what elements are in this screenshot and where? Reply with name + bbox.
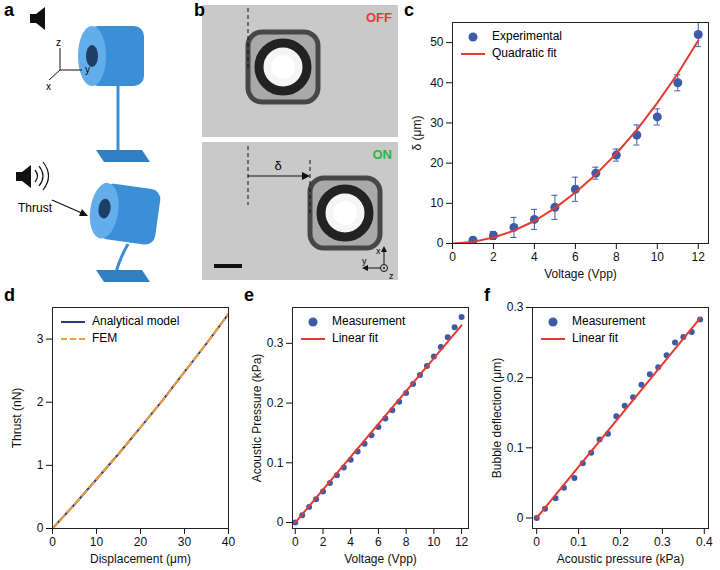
html-text:Analytical model: Analytical model — [92, 314, 180, 328]
svg-text:40: 40 — [222, 535, 236, 549]
svg-text:x: x — [46, 81, 51, 92]
html-text:Measurement: Measurement — [572, 314, 646, 328]
svg-text:0.4: 0.4 — [696, 535, 713, 549]
svg-text:1: 1 — [37, 458, 44, 472]
svg-text:2: 2 — [320, 535, 327, 549]
svg-text:z: z — [389, 271, 394, 281]
svg-text:0.2: 0.2 — [507, 370, 524, 384]
svg-text:12: 12 — [455, 535, 469, 549]
html-text:Quadratic fit: Quadratic fit — [492, 46, 557, 60]
svg-text:50: 50 — [430, 35, 444, 49]
html-text:Linear fit: Linear fit — [332, 331, 378, 345]
svg-text:10: 10 — [430, 196, 444, 210]
html-text:Linear fit: Linear fit — [572, 331, 618, 345]
svg-text:Voltage (Vpp): Voltage (Vpp) — [544, 267, 617, 281]
svg-text:Acoustic Pressure (kPa): Acoustic Pressure (kPa) — [250, 354, 264, 483]
svg-text:10: 10 — [90, 535, 104, 549]
html-text:c: c — [404, 0, 414, 20]
svg-text:30: 30 — [430, 116, 444, 130]
svg-text:0: 0 — [449, 250, 456, 264]
svg-text:x: x — [376, 246, 381, 256]
svg-text:Thrust (nN): Thrust (nN) — [10, 388, 24, 449]
svg-text:2: 2 — [37, 395, 44, 409]
html-text:d: d — [4, 285, 15, 305]
svg-text:y: y — [85, 64, 90, 75]
svg-text:0: 0 — [517, 511, 524, 525]
html-text:a: a — [4, 0, 14, 20]
svg-text:2: 2 — [490, 250, 497, 264]
svg-text:Thrust: Thrust — [18, 201, 53, 215]
html-text:e: e — [244, 285, 254, 305]
svg-text:10: 10 — [427, 535, 441, 549]
html-text:f: f — [484, 285, 490, 305]
svg-text:0.3: 0.3 — [654, 535, 671, 549]
svg-text:0.3: 0.3 — [507, 300, 524, 314]
svg-text:4: 4 — [531, 250, 538, 264]
svg-text:12: 12 — [692, 250, 706, 264]
html-text:Experimental: Experimental — [492, 29, 562, 43]
svg-text:0.3: 0.3 — [267, 336, 284, 350]
svg-text:Voltage (Vpp): Voltage (Vpp) — [344, 552, 417, 566]
svg-text:20: 20 — [430, 156, 444, 170]
html-text:FEM: FEM — [92, 331, 118, 345]
svg-text:Bubble deflection (μm): Bubble deflection (μm) — [490, 358, 504, 478]
svg-text:0.1: 0.1 — [507, 441, 524, 455]
html-text:b: b — [194, 0, 205, 20]
html-text:Measurement: Measurement — [332, 314, 406, 328]
svg-text:0.2: 0.2 — [267, 396, 284, 410]
svg-text:0: 0 — [37, 521, 44, 535]
svg-text:Acoustic pressure (kPa): Acoustic pressure (kPa) — [557, 552, 684, 566]
svg-text:10: 10 — [651, 250, 665, 264]
svg-text:0.1: 0.1 — [570, 535, 587, 549]
svg-text:20: 20 — [134, 535, 148, 549]
svg-text:8: 8 — [613, 250, 620, 264]
svg-text:OFF: OFF — [366, 10, 392, 25]
svg-text:0: 0 — [292, 535, 299, 549]
svg-text:ON: ON — [373, 147, 393, 162]
svg-text:δ (μm): δ (μm) — [410, 116, 424, 151]
svg-text:0: 0 — [277, 515, 284, 529]
svg-text:Displacement (μm): Displacement (μm) — [90, 552, 191, 566]
svg-text:δ: δ — [274, 158, 281, 173]
svg-text:40: 40 — [430, 76, 444, 90]
svg-text:y: y — [362, 256, 367, 266]
svg-text:0: 0 — [49, 535, 56, 549]
svg-text:0: 0 — [437, 236, 444, 250]
svg-text:6: 6 — [572, 250, 579, 264]
svg-text:4: 4 — [347, 535, 354, 549]
svg-text:0.1: 0.1 — [267, 456, 284, 470]
svg-text:0: 0 — [533, 535, 540, 549]
svg-text:3: 3 — [37, 332, 44, 346]
svg-text:8: 8 — [403, 535, 410, 549]
svg-text:z: z — [56, 37, 61, 48]
svg-text:0.2: 0.2 — [612, 535, 629, 549]
svg-text:30: 30 — [178, 535, 192, 549]
svg-text:6: 6 — [375, 535, 382, 549]
